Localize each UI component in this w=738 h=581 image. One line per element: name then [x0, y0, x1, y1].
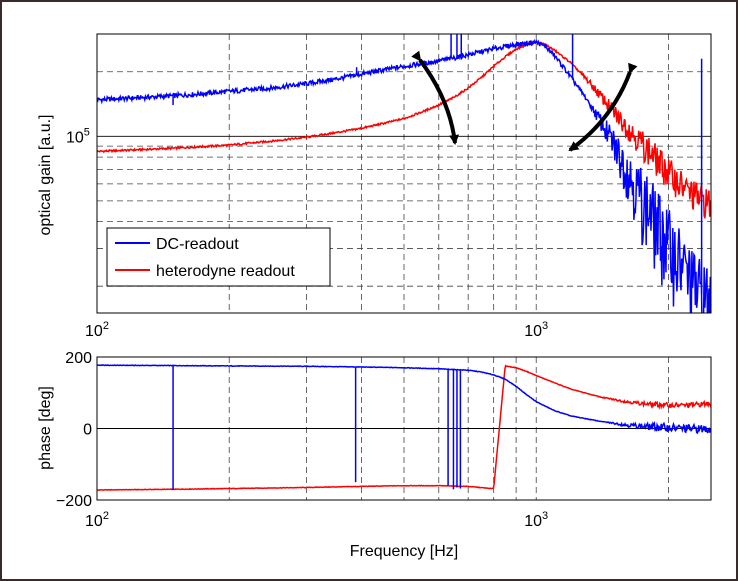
optical-gain-ticks: 102 103 105	[66, 126, 548, 340]
phase-x-tick-label: 103	[524, 510, 548, 530]
phase-series-0	[97, 364, 711, 435]
phase-y-axis-label: phase [deg]	[37, 386, 54, 470]
legend: DC-readout heterodyne readout	[106, 227, 331, 287]
optical-gain-x-tick-label: 103	[524, 320, 548, 340]
optical-gain-x-tick-label: 102	[85, 320, 109, 340]
legend-label-heterodyne: heterodyne readout	[156, 263, 295, 280]
optical-gain-series	[97, 34, 711, 313]
annotation-arrows	[411, 50, 638, 152]
phase-series	[97, 364, 711, 492]
legend-box	[106, 227, 331, 287]
left-annotation-arrow	[411, 50, 460, 145]
frequency-x-axis-label: Frequency [Hz]	[350, 543, 458, 560]
phase-axes-box	[96, 356, 712, 501]
phase-grid	[96, 357, 711, 500]
right-annotation-arrow	[568, 62, 638, 152]
phase-series-1	[97, 364, 711, 492]
phase-x-tick-label: 102	[85, 510, 109, 530]
optical-gain-y-tick-label: 105	[66, 126, 90, 146]
legend-label-dc: DC-readout	[156, 236, 239, 253]
phase-y-tick-label: 0	[83, 422, 92, 439]
optical-gain-axes-box	[96, 33, 712, 314]
phase-plot: 102 103 200 0 −200 phase [deg] Frequency [Hz…	[37, 350, 712, 560]
phase-ticks: 102 103 200 0 −200	[56, 350, 548, 530]
optical-gain-y-axis-label: optical gain [a.u.]	[37, 115, 54, 236]
phase-y-tick-label: 200	[65, 350, 92, 367]
phase-y-tick-label: −200	[56, 493, 92, 510]
